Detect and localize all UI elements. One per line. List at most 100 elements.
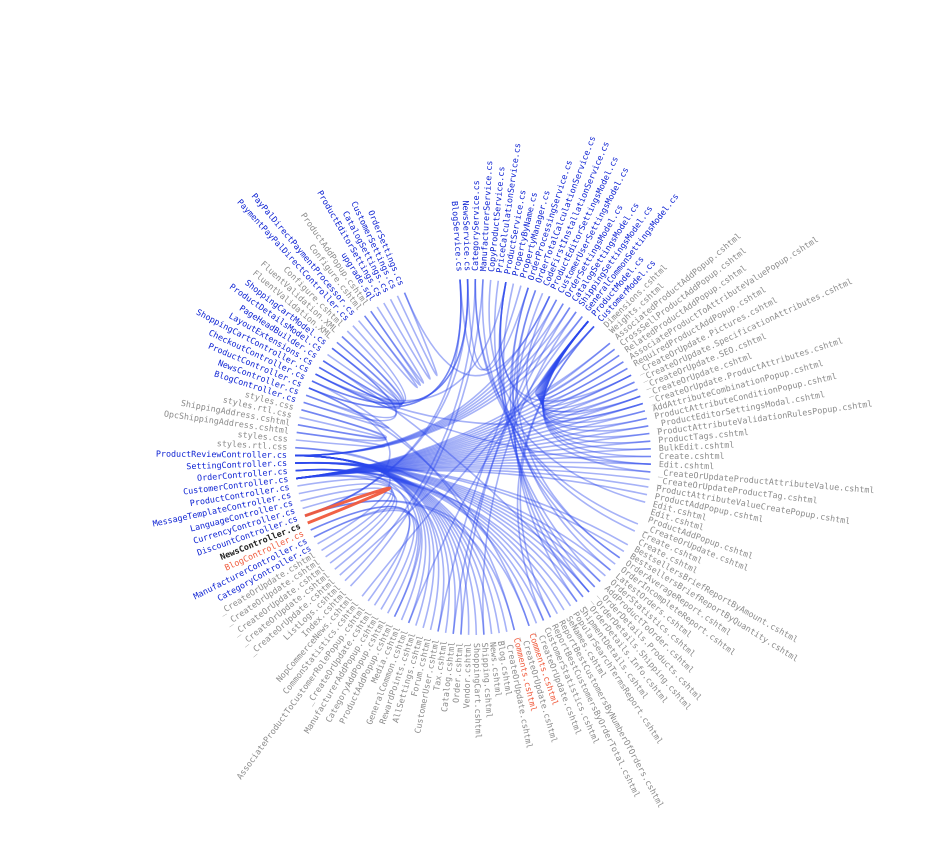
node-label[interactable]: Order.cshtml [451,642,465,703]
dependency-link [540,320,644,420]
dependency-link [304,279,462,517]
dependency-link [357,315,419,389]
dependency-link [294,307,571,457]
dependency-link [296,464,651,480]
node-label[interactable]: SettingController.cs [186,458,287,471]
node-label[interactable]: Edit.cshtml [659,459,715,471]
dependency-link [295,468,565,611]
dependency-link [295,468,445,632]
dependency-link [322,341,403,406]
node-label[interactable]: NewsService.cs [461,200,473,271]
dependency-link [297,416,387,441]
dependency-link [511,287,611,571]
node-label[interactable]: styles.rtl.css [217,438,288,452]
dependency-link [294,454,427,624]
node-label[interactable]: Create.cshtml [659,451,725,461]
node-label[interactable]: ProductReviewController.cs [156,449,287,460]
highlighted-dependency-link [304,486,392,525]
dependency-link [512,290,584,598]
dependency-link [294,454,431,626]
dependency-link [315,341,401,410]
node-label[interactable]: Vendor.cshtml [461,643,473,709]
dependency-link [296,468,649,488]
dependency-link [296,410,646,480]
dependency-link [295,446,391,545]
dependency-link [452,307,571,634]
dependency-link [315,373,651,465]
dependency-link [304,500,516,631]
dependency-link [349,279,484,587]
dependency-link [516,290,621,559]
dependency-link [370,306,425,384]
dependency-link [296,367,628,480]
links-layer [294,278,652,636]
dependency-link [296,402,644,480]
dependency-link [296,455,652,480]
dependency-link [311,279,469,405]
dependency-link [308,279,462,409]
node-label[interactable]: ShoppingCart.cshtml [472,643,484,739]
dependency-link [542,320,650,438]
dependency-link [502,283,596,588]
dependency-link [296,440,651,480]
dependency-link [295,468,545,621]
dependency-link [296,361,624,480]
dependency-link [295,462,590,593]
dependency-link [535,320,616,398]
dependency-link [296,348,616,480]
dependency-link [294,454,485,635]
node-label[interactable]: CategoryService.cs [470,180,481,271]
dependency-link [474,278,639,525]
dependency-link [294,295,551,457]
dependency-link [311,279,469,405]
dependency-link [310,505,416,610]
dependency-link [513,292,578,603]
dependency-link [295,461,611,571]
dependency-link [296,474,572,607]
dependency-link [296,425,649,480]
dependency-link [516,325,595,621]
dependency-link [296,467,650,481]
dependency-link [499,281,641,413]
dependency-link [466,279,529,371]
dependency-link [294,303,564,457]
node-label[interactable]: Shipping.cshtml [480,642,495,718]
dependency-link [296,417,647,480]
dependency-link [296,374,632,480]
dependency-link [294,311,577,457]
dependency-link [538,320,632,407]
dependency-link [499,281,632,402]
dependency-link [294,454,423,621]
dependency-link [294,454,463,635]
dependency-link [294,454,456,634]
node-label[interactable]: BulkEdit.cshtml [659,440,735,453]
dependency-link [481,279,636,532]
dependency-link [295,461,629,546]
dependency-link [525,295,649,432]
dependency-link [339,325,595,576]
dependency-link [488,279,651,473]
dependency-link [322,335,404,405]
dependency-link [327,347,403,405]
dependency-link [498,281,601,583]
dependency-link [541,320,647,428]
dependency-link [296,395,641,480]
dependency-link [294,454,435,629]
dependency-link [295,462,578,603]
dependency-link [295,461,625,553]
dependency-link [295,431,386,448]
dependency-link [295,462,601,583]
node-label[interactable]: styles.css [237,429,288,444]
dependency-link [296,381,635,480]
dependency-link [296,432,650,480]
dependency-link [539,320,635,410]
dependency-link [294,299,558,457]
dependency-link [305,347,398,419]
dependency-link [296,461,651,480]
dependency-link [296,448,651,480]
dependency-link [303,347,397,422]
dependency-link [541,320,646,424]
dependency-link [294,454,493,635]
dependency-link [344,278,477,582]
